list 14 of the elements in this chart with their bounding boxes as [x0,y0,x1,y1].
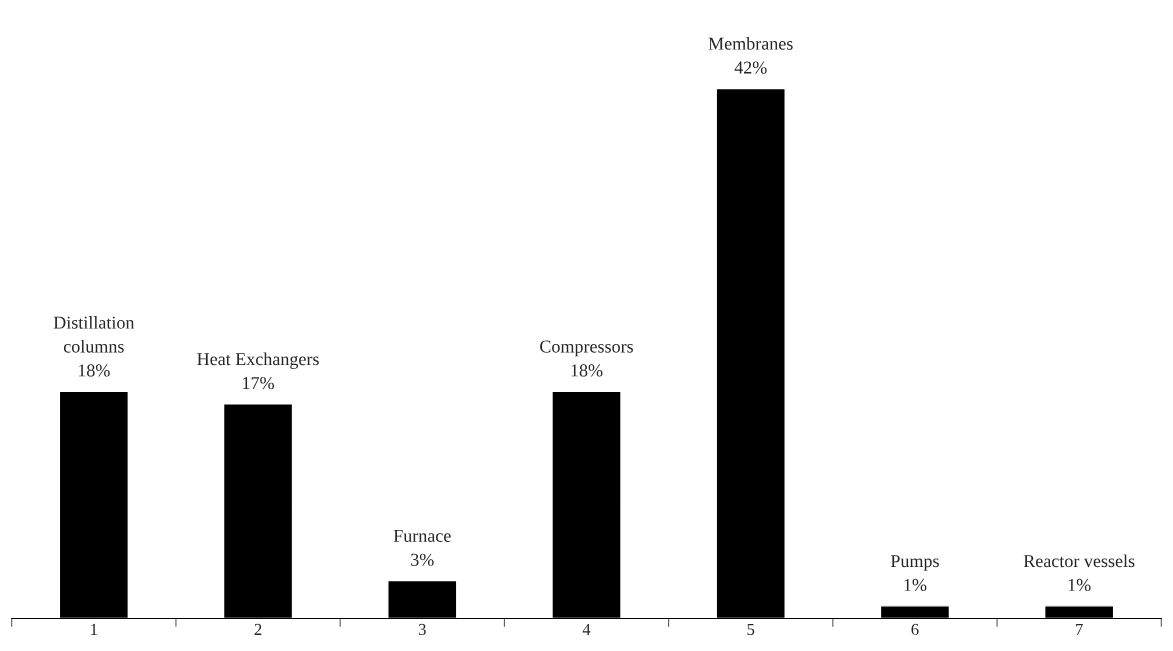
x-tick-label: 4 [582,623,591,635]
data-label: Reactor vessels 1% [1023,554,1135,592]
data-label: Pumps 1% [890,555,939,592]
x-tick-label: 7 [1076,623,1083,635]
data-label: Compressors 18% [540,340,633,377]
data-label: Heat Exchangers 17% [197,352,319,390]
x-tick-label: 3 [418,623,426,636]
x-tick-label: 1 [91,623,98,635]
data-label: Membranes 42% [708,37,793,74]
data-label: Furnace 3% [393,529,451,566]
data-label: Distillation columns 18% [53,316,135,377]
x-tick-label: 2 [254,623,262,635]
x-tick-label: 6 [911,623,919,636]
x-tick-label: 5 [747,623,755,636]
